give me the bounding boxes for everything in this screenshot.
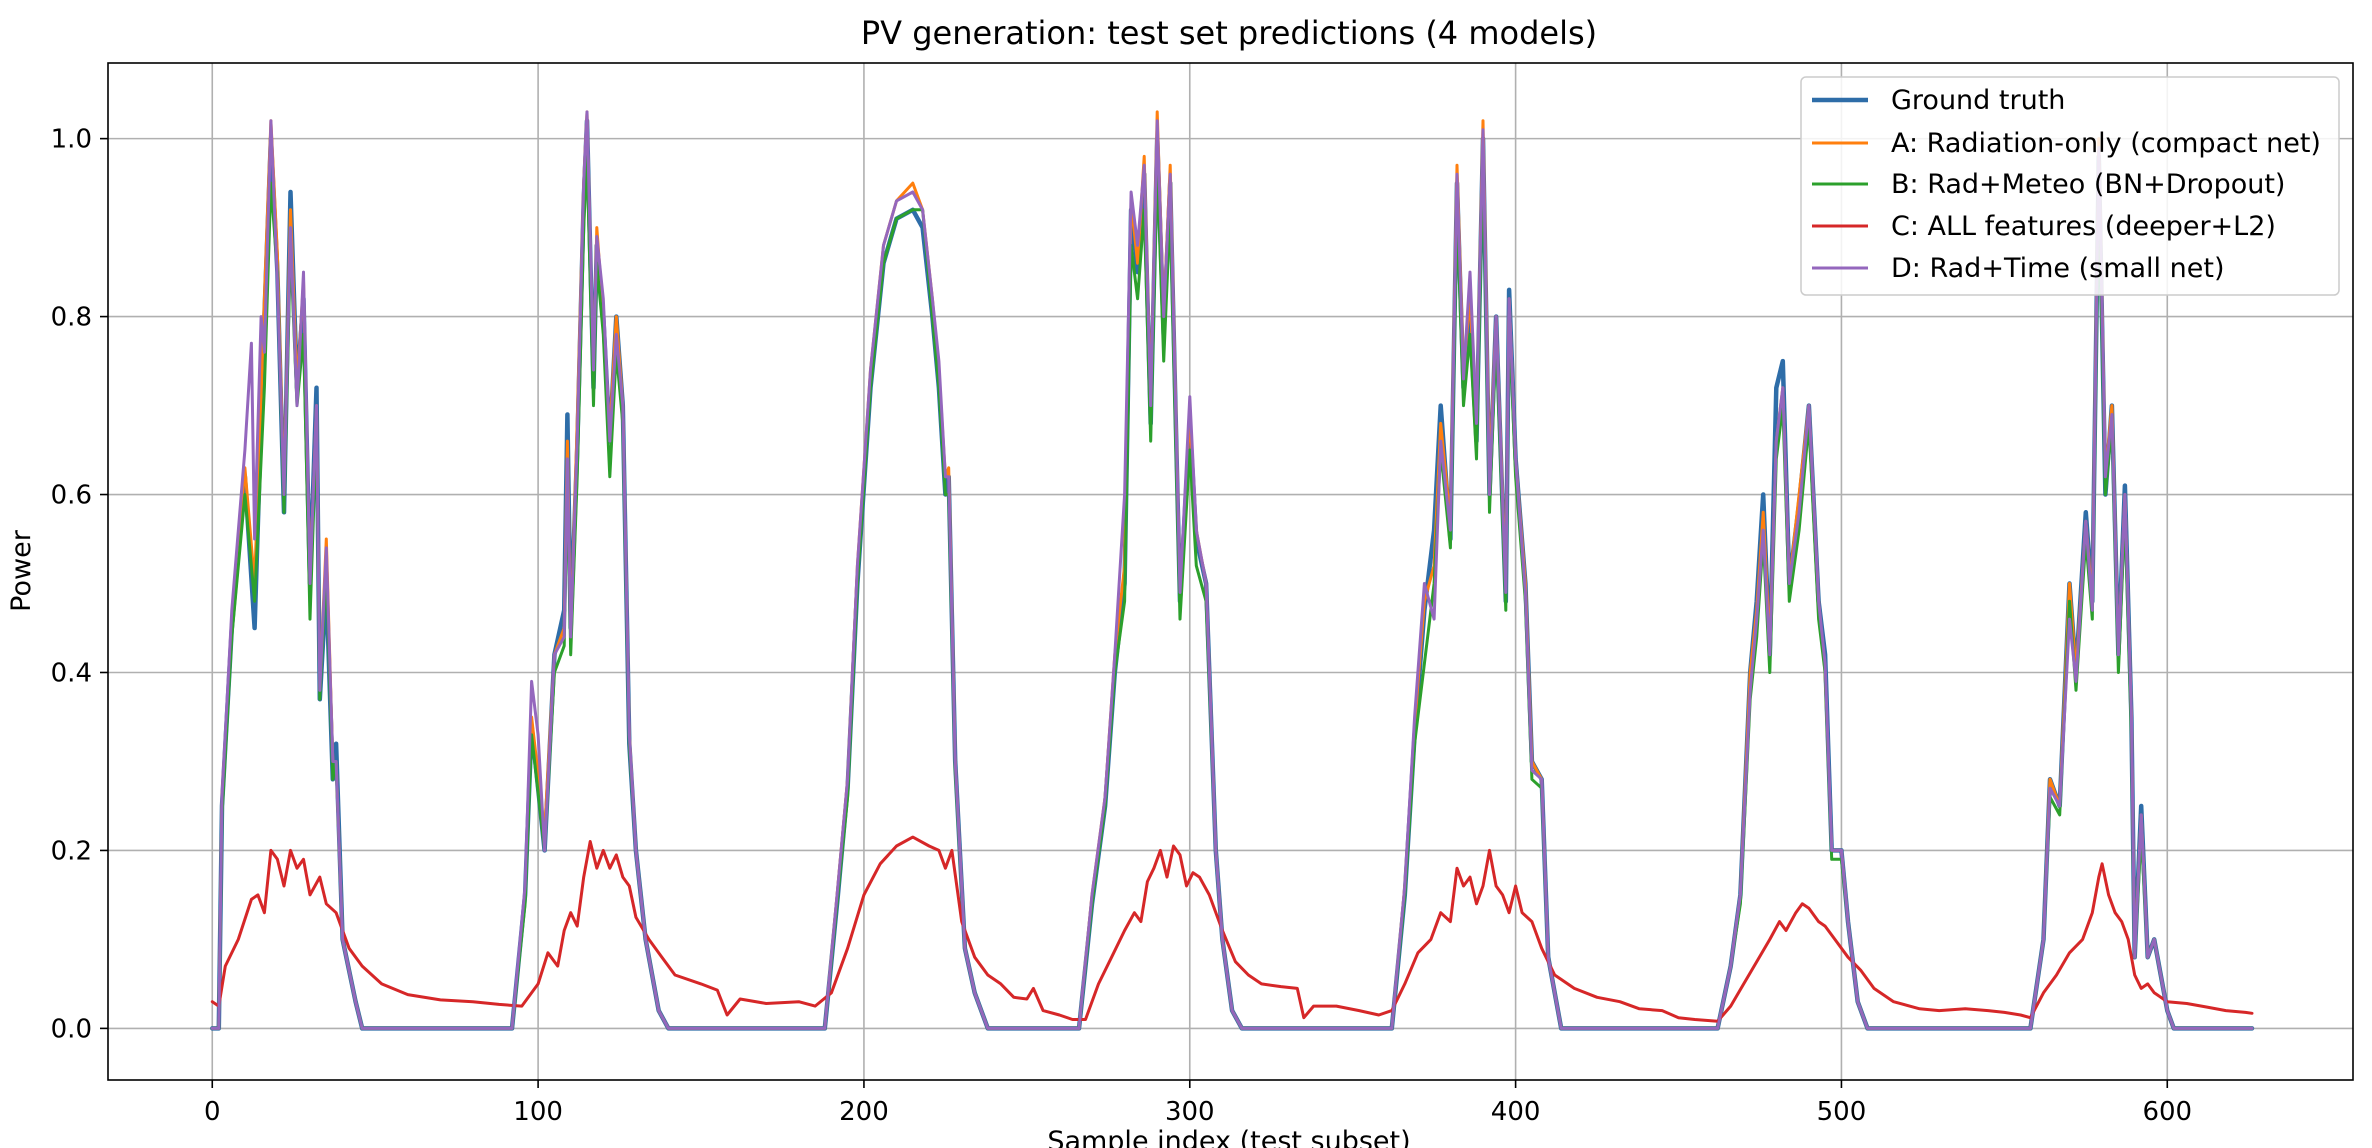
y-tick-label: 0.6 — [51, 481, 92, 511]
x-tick-label: 300 — [1165, 1097, 1215, 1127]
series-layer — [210, 110, 2255, 1031]
chart-title: PV generation: test set predictions (4 m… — [861, 14, 1597, 52]
legend-label-model-a: A: Radiation-only (compact net) — [1891, 128, 2321, 159]
y-tick-label: 0.2 — [51, 836, 92, 866]
y-tick-label: 1.0 — [51, 125, 92, 155]
y-tick-label: 0.4 — [51, 658, 92, 688]
y-tick-label: 0.0 — [51, 1014, 92, 1044]
ticks: 0 100 200 300 400 500 600 0.0 0.2 0.4 0.6 0.8 1.0 — [51, 125, 2192, 1127]
x-tick-label: 400 — [1491, 1097, 1541, 1127]
legend-label-model-c: C: ALL features (deeper+L2) — [1891, 211, 2276, 242]
x-tick-label: 0 — [204, 1097, 221, 1127]
x-tick-label: 500 — [1817, 1097, 1867, 1127]
x-tick-label: 100 — [513, 1097, 563, 1127]
x-axis-label: Sample index (test subset) — [1047, 1126, 1410, 1148]
plot-frame — [107, 62, 2354, 1081]
x-tick-label: 600 — [2142, 1097, 2192, 1127]
y-axis-label: Power — [6, 529, 37, 612]
series-model-c — [210, 835, 2254, 1023]
legend-label-ground-truth: Ground truth — [1891, 85, 2065, 116]
legend-box — [1800, 76, 2340, 296]
legend-label-model-b: B: Rad+Meteo (BN+Dropout) — [1891, 169, 2285, 200]
x-tick-label: 200 — [839, 1097, 889, 1127]
legend-label-model-d: D: Rad+Time (small net) — [1891, 253, 2224, 284]
legend: Ground truth A: Radiation-only (compact … — [1800, 76, 2340, 296]
y-tick-label: 0.8 — [51, 303, 92, 333]
series-model-d — [210, 110, 2254, 1030]
